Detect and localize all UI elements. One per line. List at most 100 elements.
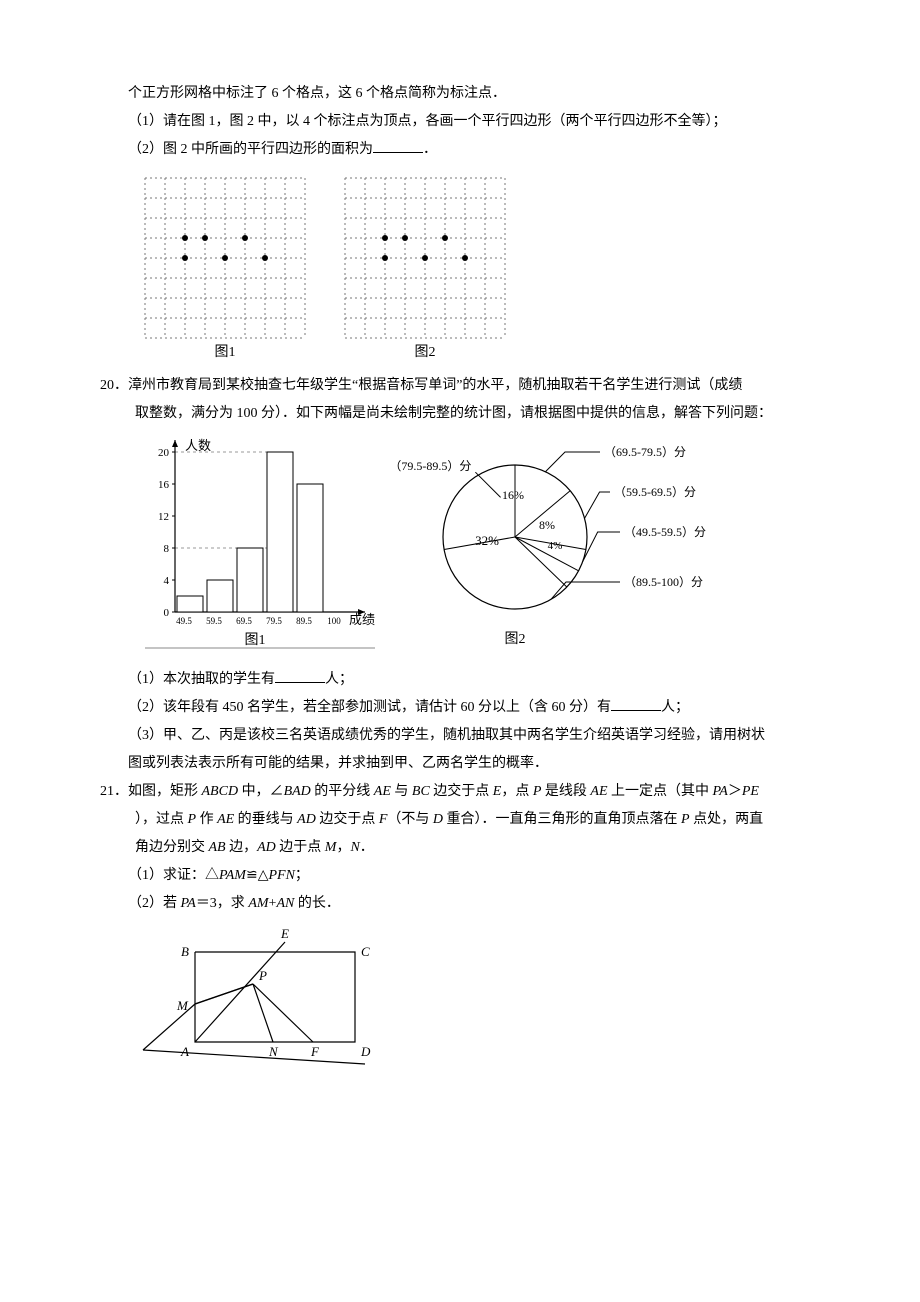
it-ABCD: ABCD (202, 784, 239, 799)
q21-l2a: ），过点 (135, 812, 188, 827)
svg-text:16: 16 (158, 479, 170, 491)
svg-text:79.5: 79.5 (266, 616, 282, 626)
q21-l1e: 边交于点 (430, 784, 493, 799)
svg-text:89.5: 89.5 (296, 616, 312, 626)
q20-sub3-b: 图或列表法表示所有可能的结果，并求抽到甲、乙两名学生的概率． (100, 750, 840, 778)
svg-text:（49.5-59.5）分: （49.5-59.5）分 (624, 525, 706, 539)
q21-sub1-a: （1）求证：△ (128, 868, 219, 883)
q21-num: 21． (100, 784, 128, 799)
svg-text:图1: 图1 (215, 345, 236, 360)
q19-sub2-a: （2）图 2 中所画的平行四边形的面积为 (128, 142, 373, 157)
q20-sub3-a: （3）甲、乙、丙是该校三名英语成绩优秀的学生，随机抽取其中两名学生介绍英语学习经… (100, 722, 840, 750)
q21-l3c: 边于点 (276, 840, 325, 855)
q21-geometry: BECMPANFD (135, 922, 840, 1072)
q19-sub1: （1）请在图 1，图 2 中，以 4 个标注点为顶点，各画一个平行四边形（两个平… (100, 108, 840, 136)
it-PE: PE (742, 784, 759, 799)
q20-sub1-b: 人； (325, 672, 353, 687)
it-PA: PA (713, 784, 728, 799)
it-AD: AD (297, 812, 316, 827)
svg-text:59.5: 59.5 (206, 616, 222, 626)
q21: 21．如图，矩形 ABCD 中，∠BAD 的平分线 AE 与 BC 边交于点 E… (100, 778, 840, 806)
svg-text:8%: 8% (539, 518, 555, 532)
q21-l3e: ． (360, 840, 374, 855)
q21-l3: 角边分别交 AB 边，AD 边于点 M，N． (100, 834, 840, 862)
svg-text:69.5: 69.5 (236, 616, 252, 626)
q20: 20．漳州市教育局到某校抽查七年级学生“根据音标写单词”的水平，随机抽取若干名学… (100, 372, 840, 400)
svg-text:人数: 人数 (185, 438, 211, 453)
q20-blank2 (611, 696, 661, 711)
svg-text:8: 8 (164, 543, 170, 555)
q21-l1c: 的平分线 (311, 784, 374, 799)
q19-sub2-b: ． (423, 142, 437, 157)
svg-text:A: A (180, 1044, 189, 1059)
it-D: D (433, 812, 443, 827)
q19-grids: 图1 图2 (135, 168, 840, 368)
svg-text:C: C (361, 944, 370, 959)
q21-sub2-b: ＝3，求 (196, 896, 249, 911)
svg-text:12: 12 (158, 511, 169, 523)
q21-l2f: 重合）．一直角三角形的直角顶点落在 (443, 812, 681, 827)
svg-text:D: D (360, 1044, 371, 1059)
q21-l1f: ，点 (501, 784, 533, 799)
q20-sub1-a: （1）本次抽取的学生有 (128, 672, 275, 687)
svg-text:F: F (310, 1044, 320, 1059)
it-P3: P (681, 812, 690, 827)
svg-text:20: 20 (158, 447, 170, 459)
svg-text:图2: 图2 (415, 345, 436, 360)
it-PAM: PAM (219, 868, 246, 883)
svg-text:4%: 4% (548, 540, 563, 552)
it-AE2: AE (590, 784, 607, 799)
q21-sub2: （2）若 PA＝3，求 AM+AN 的长． (100, 890, 840, 918)
svg-text:32%: 32% (475, 533, 499, 548)
svg-text:图2: 图2 (505, 632, 526, 647)
q20-sub1: （1）本次抽取的学生有 人； (100, 666, 840, 694)
it-BAD: BAD (284, 784, 311, 799)
q20-barchart: 04812162049.559.569.579.589.5100人数成绩图1 (135, 432, 385, 662)
q21-l1h: 上一定点（其中 (608, 784, 713, 799)
q21-l1g: 是线段 (541, 784, 590, 799)
q21-l2c: 的垂线与 (234, 812, 297, 827)
q21-l2g: 点处，两直 (690, 812, 764, 827)
q21-l1d: 与 (391, 784, 412, 799)
svg-text:（89.5-100）分: （89.5-100）分 (624, 575, 703, 589)
q21-sub1-c: ； (295, 868, 309, 883)
svg-text:（79.5-89.5）分: （79.5-89.5）分 (395, 459, 471, 473)
svg-text:M: M (176, 998, 189, 1013)
q21-l3b: 边， (226, 840, 258, 855)
q21-l2b: 作 (196, 812, 217, 827)
it-BC: BC (412, 784, 430, 799)
q19-blank (373, 138, 423, 153)
svg-text:49.5: 49.5 (176, 616, 192, 626)
q19-grid2: 图2 (335, 168, 515, 368)
svg-text:P: P (258, 968, 267, 983)
q19-cont-l1: 个正方形网格中标注了 6 个格点，这 6 个格点简称为标注点． (100, 80, 840, 108)
q21-l2: ），过点 P 作 AE 的垂线与 AD 边交于点 F（不与 D 重合）．一直角三… (100, 806, 840, 834)
q20-blank1 (275, 668, 325, 683)
svg-text:成绩: 成绩 (349, 612, 375, 627)
q20-l2: 取整数，满分为 100 分）．如下两幅是尚未绘制完整的统计图，请根据图中提供的信… (100, 400, 840, 428)
q21-sub2-a: （2）若 (128, 896, 181, 911)
svg-text:16%: 16% (502, 488, 524, 502)
it-AB: AB (209, 840, 226, 855)
q21-l3d: ， (336, 840, 350, 855)
it-M: M (325, 840, 337, 855)
svg-text:E: E (280, 926, 289, 941)
it-AE3: AE (217, 812, 234, 827)
svg-text:0: 0 (164, 607, 170, 619)
svg-text:（69.5-79.5）分: （69.5-79.5）分 (604, 445, 686, 459)
q20-sub2-b: 人； (661, 700, 689, 715)
it-P2: P (188, 812, 197, 827)
q21-l1a: 如图，矩形 (128, 784, 202, 799)
it-PA2: PA (181, 896, 196, 911)
it-PFN: PFN (268, 868, 294, 883)
svg-text:（59.5-69.5）分: （59.5-69.5）分 (614, 485, 696, 499)
q19-sub2: （2）图 2 中所画的平行四边形的面积为 ． (100, 136, 840, 164)
it-AE: AE (374, 784, 391, 799)
q20-piechart: 16% 8% 4% 32% （69.5-79.5）分 （59.5-69.5）分 （49.5-… (395, 432, 715, 662)
q20-sub2: （2）该年段有 450 名学生，若全部参加测试，请估计 60 分以上（含 60 … (100, 694, 840, 722)
it-AD2: AD (257, 840, 276, 855)
q21-l1b: 中，∠ (238, 784, 284, 799)
q20-l1: 漳州市教育局到某校抽查七年级学生“根据音标写单词”的水平，随机抽取若干名学生进行… (128, 378, 742, 393)
q20-sub2-a: （2）该年段有 450 名学生，若全部参加测试，请估计 60 分以上（含 60 … (128, 700, 611, 715)
q21-l2d: 边交于点 (316, 812, 379, 827)
